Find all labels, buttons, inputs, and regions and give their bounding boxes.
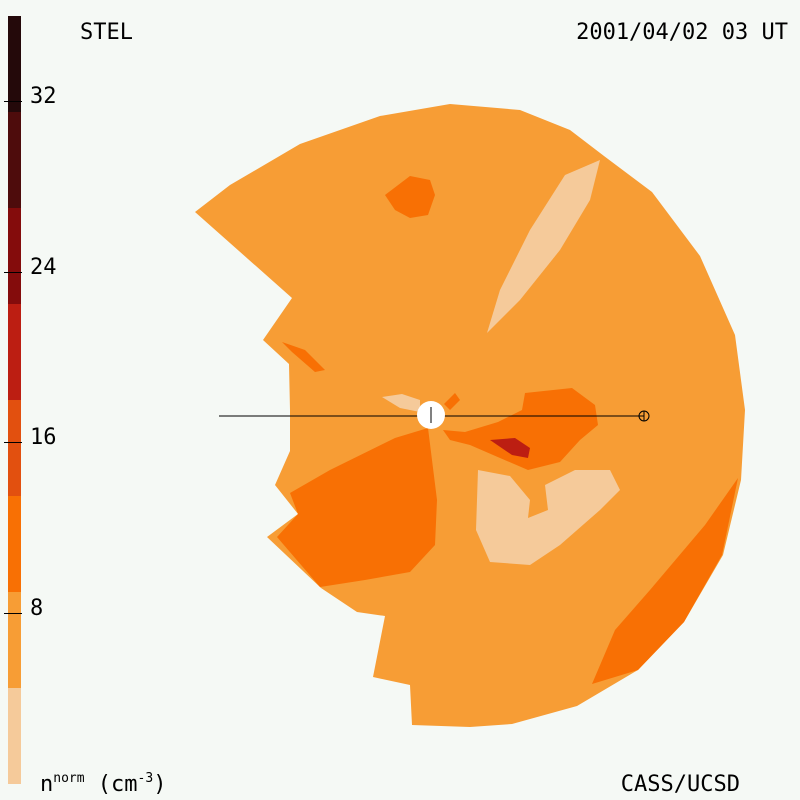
density-region-blob-top (385, 176, 435, 218)
colorbar-segment (8, 688, 21, 784)
colorbar-tick-mark (4, 272, 22, 273)
density-region-near-sun (444, 393, 460, 410)
density-region-left-patch (282, 342, 325, 372)
colorbar-tick-mark (4, 101, 22, 102)
density-colorbar (8, 16, 21, 784)
colorbar-tick-32: 32 (30, 84, 57, 109)
colorbar-tick-8: 8 (30, 596, 44, 621)
colorbar-segment (8, 208, 21, 304)
colorbar-segment (8, 592, 21, 688)
density-region-right (443, 388, 598, 470)
colorbar-tick-24: 24 (30, 255, 57, 280)
station-label: STEL (80, 20, 133, 45)
density-region-sun-wedge (382, 394, 420, 412)
colorbar-segment (8, 112, 21, 208)
colorbar-tick-mark (4, 442, 22, 443)
colorbar-segment (8, 304, 21, 400)
colorbar-segment (8, 400, 21, 496)
density-region-lower-left (277, 428, 437, 587)
colorbar-tick-16: 16 (30, 425, 57, 450)
density-region-low-streak (487, 160, 600, 333)
density-region-low-center (476, 470, 620, 565)
datetime-label: 2001/04/02 03 UT (576, 20, 788, 45)
density-region-right-edge (592, 478, 738, 684)
density-region-high-spot (490, 438, 530, 458)
colorbar-segment (8, 496, 21, 592)
credit-label: CASS/UCSD (620, 772, 740, 797)
colorbar-tick-mark (4, 613, 22, 614)
unit-label: nnorm (cm-3) (40, 771, 167, 797)
colorbar-segment (8, 16, 21, 112)
